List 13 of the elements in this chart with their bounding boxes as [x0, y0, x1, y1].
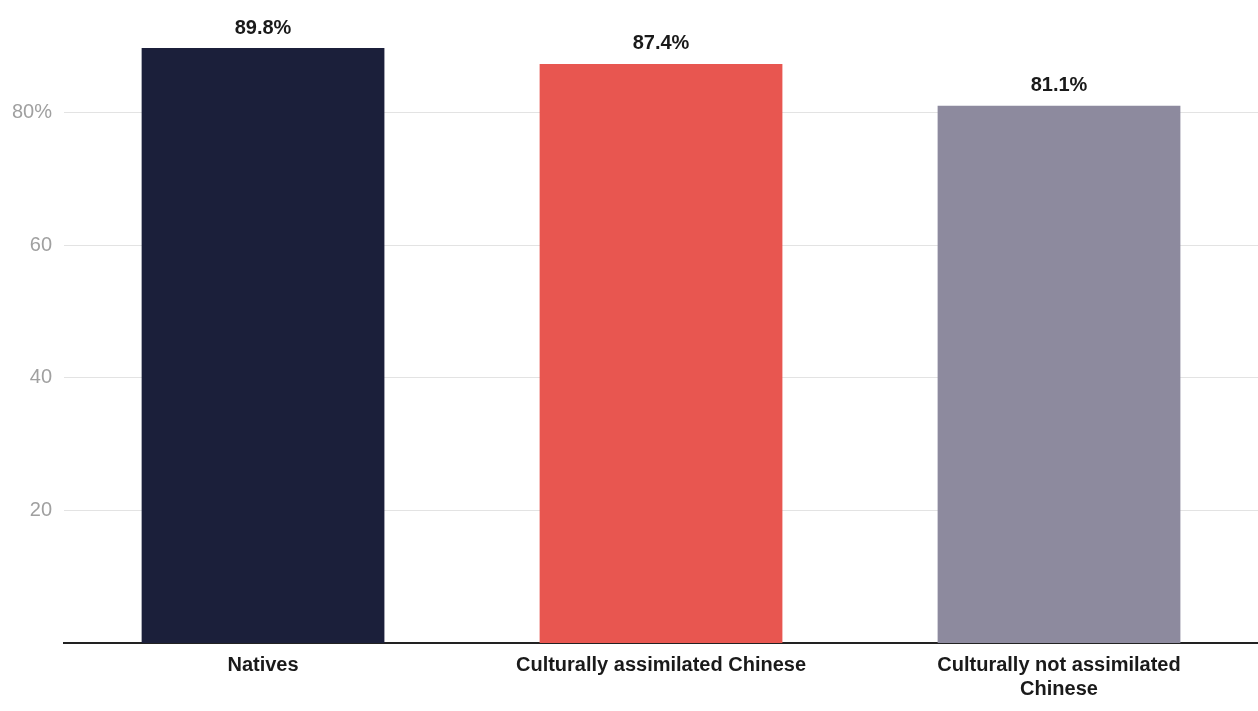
x-tick-label: Culturally assimilated Chinese: [515, 652, 807, 675]
bar: [937, 105, 1181, 643]
y-tick-label: 40: [29, 365, 53, 388]
y-tick-label: 80%: [12, 100, 53, 123]
y-tick-label: 20: [29, 498, 53, 520]
y-tick-label: 60: [29, 232, 53, 255]
data-label: 87.4%: [632, 31, 690, 54]
data-label: 89.8%: [234, 15, 292, 38]
x-tick-label: Natives: [227, 652, 299, 675]
data-label: 81.1%: [1030, 73, 1088, 96]
bar: [539, 63, 783, 643]
x-tick-label: Culturally not assimilated Chinese: [937, 652, 1181, 699]
bar: [141, 48, 385, 643]
